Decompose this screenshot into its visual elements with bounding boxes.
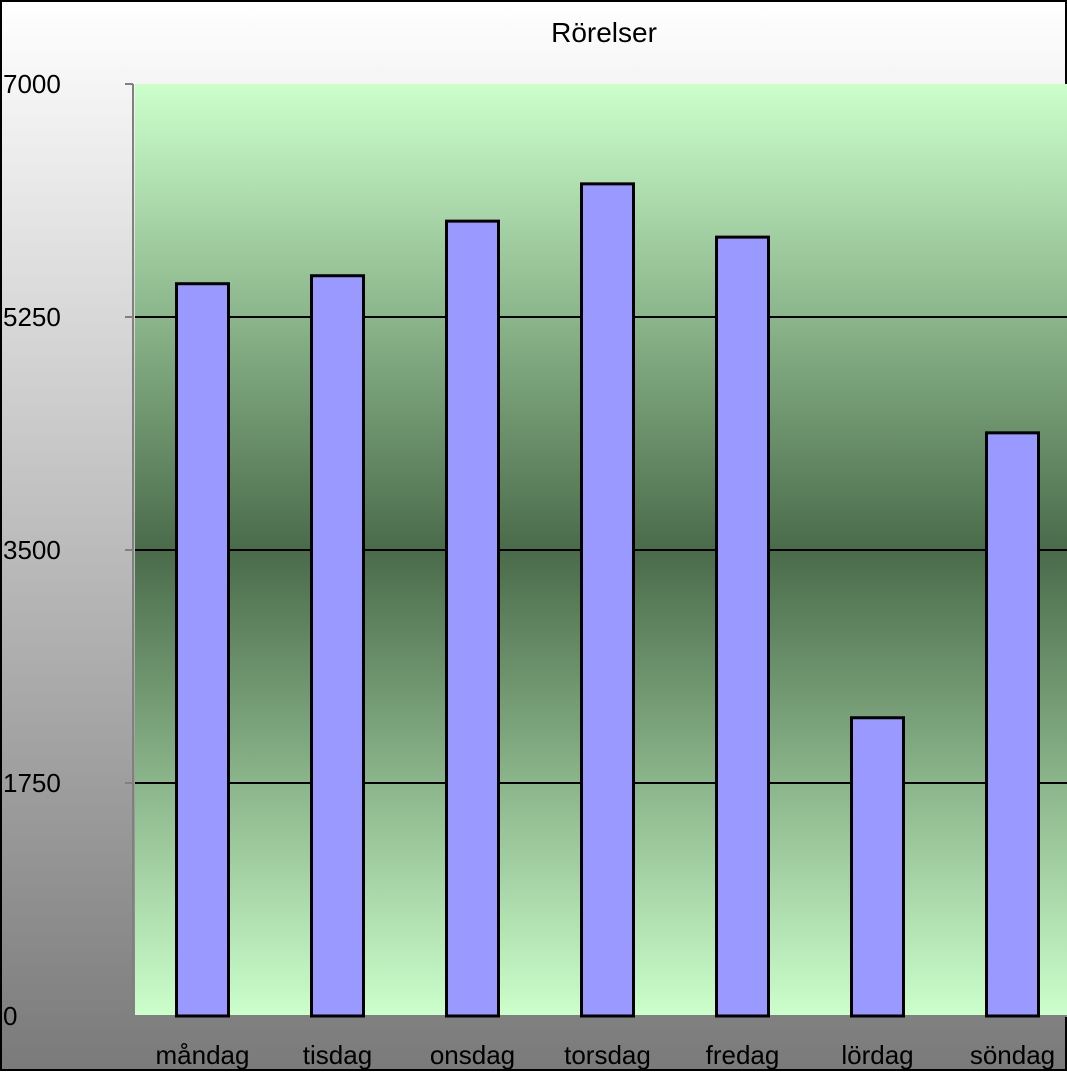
x-tick-label: tisdag <box>303 1040 372 1070</box>
bar-onsdag <box>445 219 500 1018</box>
bar-torsdag <box>580 182 635 1018</box>
x-tick-label: fredag <box>706 1040 780 1070</box>
bar-söndag <box>985 431 1040 1018</box>
x-axis-labels: måndag tisdag onsdag torsdag fredag lördag sön… <box>156 1040 1056 1070</box>
y-tick-label: 5250 <box>3 302 61 332</box>
x-tick-label: onsdag <box>430 1040 515 1070</box>
bar-lördag <box>850 716 905 1018</box>
y-tick-label: 0 <box>3 1001 17 1031</box>
bars <box>175 182 1040 1018</box>
x-tick-label: torsdag <box>564 1040 651 1070</box>
bar-fredag <box>715 235 770 1018</box>
chart-title: Rörelser <box>551 17 657 48</box>
y-tick-label: 3500 <box>3 535 61 565</box>
y-axis-ticks: 0 1750 3500 5250 7000 <box>3 69 133 1031</box>
x-tick-label: måndag <box>156 1040 250 1070</box>
y-tick-label: 7000 <box>3 69 61 99</box>
x-tick-label: lördag <box>841 1040 913 1070</box>
bar-tisdag <box>310 274 365 1018</box>
bar-måndag <box>175 282 230 1018</box>
y-tick-label: 1750 <box>3 768 61 798</box>
x-tick-label: söndag <box>970 1040 1055 1070</box>
